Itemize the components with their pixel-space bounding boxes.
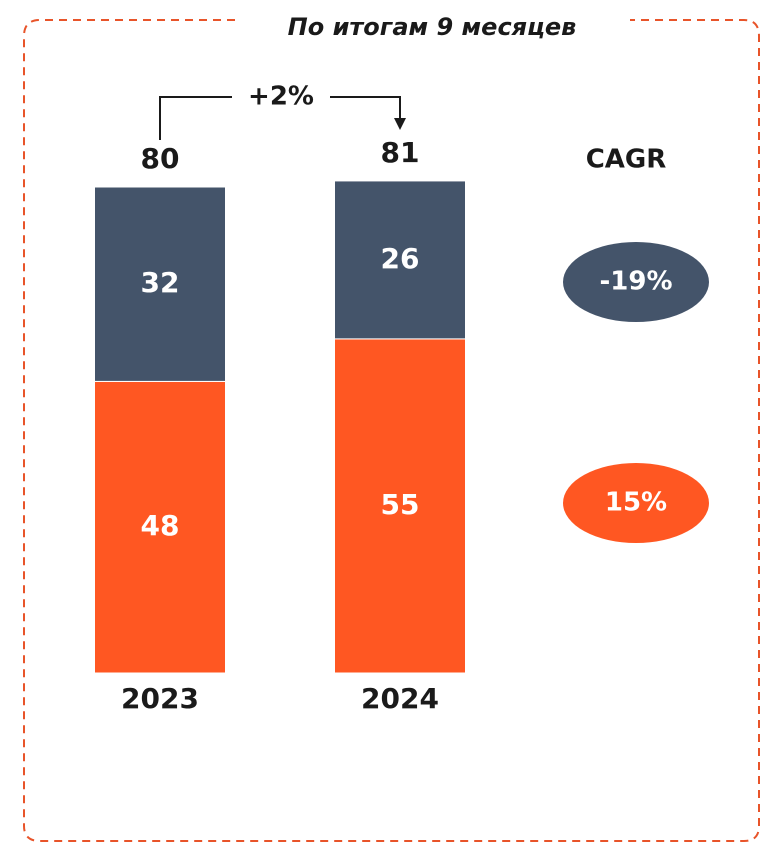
- cagr-badge: [563, 242, 709, 322]
- cagr-title: CAGR: [586, 145, 667, 175]
- bar-segment: [334, 180, 466, 340]
- total-label: 81: [381, 136, 420, 169]
- growth-label: +2%: [248, 82, 314, 112]
- arrow-head: [394, 118, 406, 130]
- data-label: 26: [381, 242, 420, 275]
- chart-title: По итогам 9 месяцев: [288, 13, 577, 41]
- x-tick-label: 2023: [121, 682, 199, 715]
- bar-segment: [334, 338, 466, 674]
- data-label: 48: [141, 509, 180, 542]
- total-label: 80: [141, 142, 180, 175]
- cagr-value: -19%: [599, 267, 672, 297]
- bar-segment: [94, 186, 226, 382]
- data-label: 32: [141, 266, 180, 299]
- cagr-badge: [563, 463, 709, 543]
- bar-segment: [94, 380, 226, 674]
- data-label: 55: [381, 488, 420, 521]
- growth-arrow: [159, 96, 401, 140]
- x-tick-label: 2024: [361, 682, 439, 715]
- cagr-value: 15%: [605, 488, 667, 518]
- frame: [23, 19, 760, 842]
